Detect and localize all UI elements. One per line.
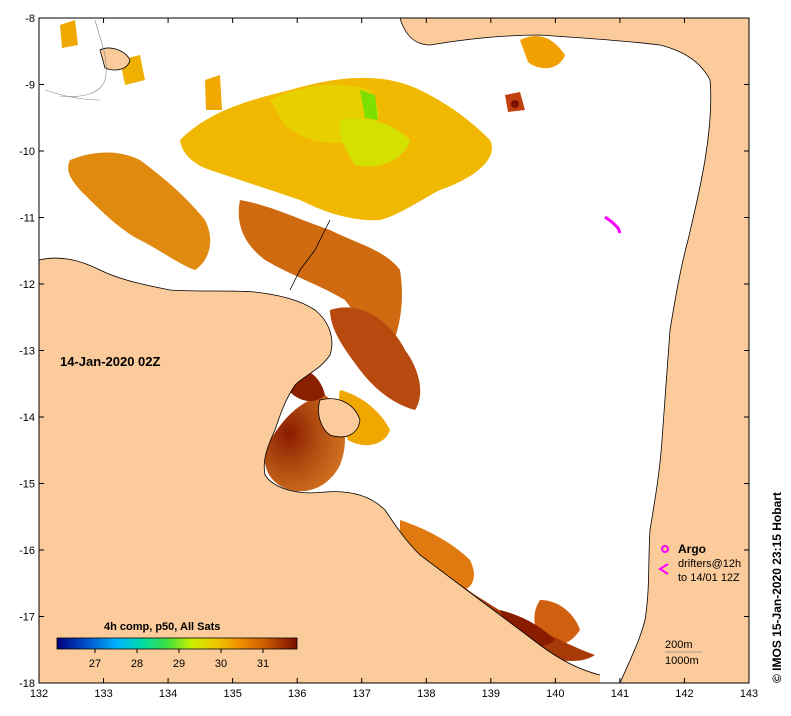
longitude-tick-label: 140 bbox=[546, 688, 564, 700]
colorbar-tick-label: 29 bbox=[173, 658, 185, 670]
latitude-tick-label: -11 bbox=[20, 213, 35, 225]
latitude-tick-label: -8 bbox=[25, 13, 35, 25]
longitude-tick-label: 133 bbox=[94, 688, 112, 700]
argo-legend: Argo drifters@12h to 14/01 12Z bbox=[658, 542, 741, 584]
colorbar-tick-label: 30 bbox=[215, 658, 227, 670]
isobath-1000-label: 1000m bbox=[665, 655, 699, 667]
drifter-arrow-icon bbox=[658, 563, 669, 575]
latitude-tick-label: -13 bbox=[19, 346, 35, 358]
longitude-tick-label: 132 bbox=[30, 688, 48, 700]
timestamp-label: 14-Jan-2020 02Z bbox=[60, 354, 161, 369]
coastline bbox=[39, 18, 712, 683]
sst-swath-yellow bbox=[60, 20, 565, 221]
latitude-tick-label: -14 bbox=[19, 412, 35, 424]
latitude-tick-label: -17 bbox=[19, 612, 35, 624]
credit-text: © IMOS 15-Jan-2020 23:15 Hobart bbox=[770, 492, 784, 683]
longitude-tick-label: 141 bbox=[611, 688, 629, 700]
longitude-tick-label: 138 bbox=[417, 688, 435, 700]
longitude-tick-label: 134 bbox=[159, 688, 177, 700]
colorbar: 4h comp, p50, All Sats 27 28 29 30 31 bbox=[56, 621, 298, 670]
longitude-tick-label: 143 bbox=[740, 688, 758, 700]
colorbar-tick-label: 27 bbox=[89, 658, 101, 670]
argo-label: Argo bbox=[678, 542, 706, 556]
longitude-axis: 132 133 134 135 136 137 138 139 140 141 142 143 bbox=[30, 18, 758, 700]
longitude-tick-label: 142 bbox=[675, 688, 693, 700]
colorbar-tick-label: 28 bbox=[131, 658, 143, 670]
drifters-line1: drifters@12h bbox=[678, 558, 741, 570]
longitude-tick-label: 139 bbox=[482, 688, 500, 700]
colorbar-tick-label: 31 bbox=[257, 658, 269, 670]
latitude-axis: -8 -9 -10 -11 -12 -13 -14 -15 -16 -17 -18 bbox=[19, 13, 749, 690]
colorbar-ramp bbox=[56, 637, 298, 650]
drifters-line2: to 14/01 12Z bbox=[678, 572, 740, 584]
isobath-lines bbox=[44, 19, 107, 101]
latitude-tick-label: -10 bbox=[19, 146, 35, 158]
colorbar-ticks: 27 28 29 30 31 bbox=[89, 649, 269, 670]
longitude-tick-label: 137 bbox=[353, 688, 371, 700]
argo-symbol-icon bbox=[661, 545, 669, 553]
longitude-tick-label: 136 bbox=[288, 688, 306, 700]
colorbar-title: 4h comp, p50, All Sats bbox=[104, 621, 220, 633]
drifter-track bbox=[604, 215, 622, 234]
latitude-tick-label: -15 bbox=[19, 479, 35, 491]
latitude-tick-label: -9 bbox=[25, 80, 35, 92]
hot-spot-marker bbox=[511, 100, 519, 108]
latitude-tick-label: -18 bbox=[19, 678, 35, 690]
latitude-tick-label: -12 bbox=[19, 279, 35, 291]
land bbox=[39, 18, 749, 683]
longitude-tick-label: 135 bbox=[223, 688, 241, 700]
isobath-legend: 200m 1000m bbox=[665, 639, 702, 667]
isobath-200-label: 200m bbox=[665, 639, 693, 651]
latitude-tick-label: -16 bbox=[19, 545, 35, 557]
